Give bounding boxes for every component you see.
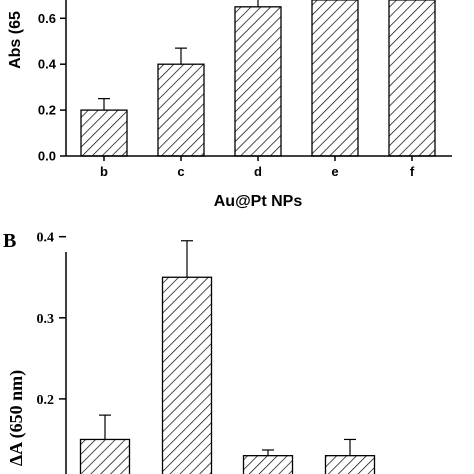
panel-b-bars <box>79 240 376 474</box>
panel-a-y-axis-label: Abs (65 <box>7 11 24 69</box>
panel-a-bars <box>80 0 436 157</box>
panel-b-y-axis-label: ΔA (650 nm) <box>6 370 27 466</box>
panel-a-x-tick-label: b <box>100 164 108 179</box>
panel-a-x-ticks: b c d e f <box>100 156 415 179</box>
panel-a-bar-b <box>80 109 128 157</box>
panel-a-chart: 0.0 0.2 0.4 0.6 b c d e f Abs (65 Au@Pt NPs <box>7 0 452 210</box>
panel-b-bar <box>79 438 131 474</box>
panel-a-x-tick-label: f <box>410 164 415 179</box>
panel-a-y-tick-label: 0.2 <box>38 103 56 118</box>
panel-a-x-tick-label: c <box>177 164 184 179</box>
panel-a-bar-f <box>388 0 436 157</box>
panel-b-bar <box>242 455 294 474</box>
panel-b-y-tick-label: 0.2 <box>37 393 55 408</box>
panel-a-y-tick-label: 0.0 <box>38 149 56 164</box>
panel-a-bar-c <box>157 63 205 157</box>
panel-a-x-tick-label: e <box>331 164 338 179</box>
panel-b-y-tick-label: 0.3 <box>37 312 55 327</box>
panel-a-bar-e <box>311 0 359 157</box>
panel-b-y-ticks: 0.4 0.3 0.2 <box>37 231 66 408</box>
panel-b-chart: B 0.4 0.3 0.2 ΔA (650 nm) <box>3 230 376 474</box>
panel-a-bar-d <box>234 6 282 157</box>
panel-b-bar <box>161 276 213 474</box>
panel-a-x-tick-label: d <box>254 164 262 179</box>
panel-b-letter: B <box>3 230 16 252</box>
panel-b-y-tick-label: 0.4 <box>37 231 55 246</box>
panel-a-y-tick-label: 0.6 <box>38 11 56 26</box>
panel-b-bar <box>324 455 376 474</box>
panel-a-y-tick-label: 0.4 <box>38 57 57 72</box>
panel-a-y-ticks: 0.0 0.2 0.4 0.6 <box>38 11 66 164</box>
panel-a-x-axis-label: Au@Pt NPs <box>214 193 303 210</box>
